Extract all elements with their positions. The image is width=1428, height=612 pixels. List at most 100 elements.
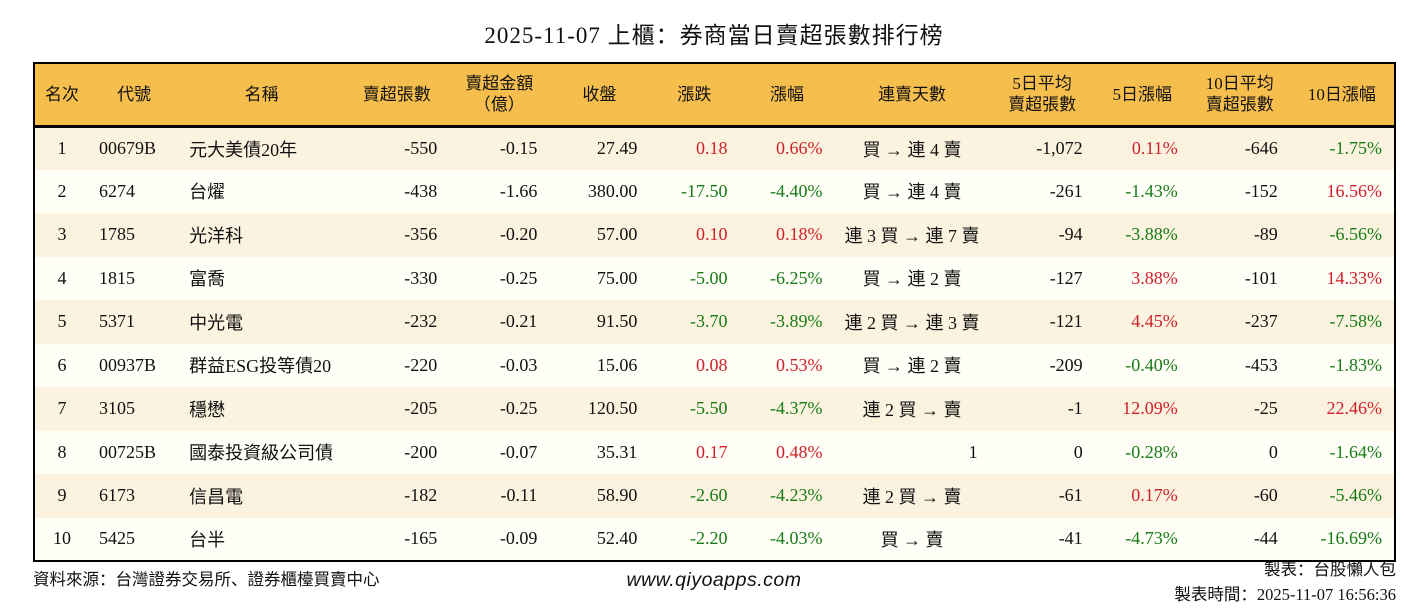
- cell-change_pct: 0.53%: [776, 354, 823, 375]
- cell-close: 58.90: [596, 485, 638, 506]
- cell-sell_volume: -220: [404, 354, 438, 375]
- cell-pct10: -1.83%: [1329, 354, 1383, 375]
- cell-name: 富喬: [189, 269, 226, 290]
- cell-sell_amount: -0.09: [499, 528, 538, 549]
- cell-sell_amount: -0.20: [499, 224, 538, 245]
- cell-sell_amount: -0.11: [500, 485, 538, 506]
- cell-name: 光洋科: [189, 225, 244, 246]
- cell-avg5_volume: -94: [1058, 224, 1083, 245]
- cell-code: 3105: [99, 398, 136, 419]
- cell-rank: 7: [57, 398, 67, 419]
- cell-rank: 4: [57, 267, 67, 288]
- cell-change: 0.18: [695, 138, 728, 158]
- cell-avg5_volume: -127: [1049, 267, 1083, 288]
- cell-streak: 連 2 買 → 賣: [862, 486, 962, 507]
- cell-avg10_volume: -646: [1244, 138, 1278, 158]
- cell-sell_volume: -438: [404, 180, 438, 201]
- cell-avg5_volume: -41: [1058, 528, 1083, 549]
- cell-pct10: -1.64%: [1329, 441, 1383, 462]
- cell-name: 穩懋: [189, 399, 226, 420]
- cell-change: 0.10: [695, 224, 728, 245]
- cell-sell_volume: -330: [404, 267, 438, 288]
- cell-change: 0.17: [695, 441, 728, 462]
- cell-close: 91.50: [596, 311, 638, 332]
- cell-pct5: 3.88%: [1131, 267, 1178, 288]
- website-watermark: www.qiyoapps.com: [626, 569, 802, 591]
- cell-code: 1785: [99, 224, 136, 245]
- cell-sell_volume: -550: [404, 138, 438, 158]
- cell-sell_volume: -165: [404, 528, 438, 549]
- cell-streak: 買 → 連 4 賣: [862, 139, 962, 160]
- cell-sell_amount: -0.07: [499, 441, 538, 462]
- cell-avg5_volume: 0: [1073, 441, 1083, 462]
- cell-pct5: -0.40%: [1125, 354, 1178, 375]
- cell-streak: 買 → 連 2 賣: [862, 356, 962, 377]
- cell-name: 元大美債20年: [189, 139, 298, 160]
- cell-rank: 9: [57, 485, 67, 506]
- cell-name: 台燿: [189, 182, 226, 203]
- cell-close: 15.06: [596, 354, 638, 375]
- cell-pct10: 22.46%: [1326, 398, 1383, 419]
- cell-pct10: -5.46%: [1329, 485, 1383, 506]
- report-author: 製表：台股懶人包: [1264, 560, 1396, 579]
- cell-avg5_volume: -261: [1049, 180, 1083, 201]
- cell-avg5_volume: -1: [1067, 398, 1083, 419]
- column-header-rank: 名次: [34, 63, 90, 128]
- cell-pct10: -6.56%: [1329, 224, 1383, 245]
- cell-name: 信昌電: [189, 486, 244, 507]
- table-row: 6 00937B 群益ESG投等債20 -220 -0.03 15.06 0.08 0.53%…: [34, 343, 1395, 387]
- cell-streak: 買 → 連 2 賣: [862, 269, 962, 290]
- cell-pct10: -16.69%: [1320, 528, 1383, 549]
- cell-pct10: 14.33%: [1326, 267, 1383, 288]
- cell-pct10: -1.75%: [1329, 138, 1383, 158]
- cell-sell_amount: -0.03: [499, 354, 538, 375]
- table-row: 9 6173 信昌電 -182 -0.11 58.90 -2.60 -4.23% 連 2 買 →…: [34, 474, 1395, 518]
- cell-close: 57.00: [596, 224, 638, 245]
- column-header-avg10_volume: 10日平均 賣超張數: [1189, 63, 1290, 128]
- cell-rank: 3: [57, 224, 67, 245]
- cell-change: -5.50: [689, 398, 728, 419]
- cell-code: 6173: [99, 485, 136, 506]
- cell-avg10_volume: -101: [1244, 267, 1278, 288]
- cell-change: -5.00: [689, 267, 728, 288]
- column-header-sell_amount: 賣超金額 （億）: [449, 63, 550, 128]
- cell-sell_volume: -182: [404, 485, 438, 506]
- cell-streak: 連 2 買 → 賣: [862, 399, 962, 420]
- cell-sell_volume: -232: [404, 311, 438, 332]
- table-row: 10 5425 台半 -165 -0.09 52.40 -2.20 -4.03% 買 → 賣 -4…: [34, 517, 1395, 561]
- cell-change_pct: 0.66%: [776, 138, 823, 158]
- cell-close: 35.31: [596, 441, 638, 462]
- cell-pct5: -4.73%: [1125, 528, 1178, 549]
- table-row: 3 1785 光洋科 -356 -0.20 57.00 0.10 0.18% 連 3 買 → 連…: [34, 213, 1395, 257]
- report-credits: 製表：台股懶人包 製表時間：2025-11-07 16:56:36: [1174, 558, 1396, 608]
- table-header: 名次 代號 名稱 賣超張數 賣超金額 （億） 收盤 漲跌 漲幅 連賣天數 5日平均 賣超張數 5日漲幅 1…: [34, 63, 1395, 128]
- cell-change_pct: 0.18%: [776, 224, 823, 245]
- cell-sell_volume: -205: [404, 398, 438, 419]
- cell-sell_amount: -0.25: [499, 267, 538, 288]
- cell-close: 27.49: [596, 138, 638, 158]
- cell-sell_amount: -0.21: [499, 311, 538, 332]
- table-body: 1 00679B 元大美債20年 -550 -0.15 27.49 0.18 0.66% 買 →…: [34, 126, 1395, 561]
- cell-code: 1815: [99, 267, 136, 288]
- cell-avg5_volume: -61: [1058, 485, 1083, 506]
- cell-close: 120.50: [587, 398, 638, 419]
- cell-streak: 連 3 買 → 連 7 賣: [844, 225, 980, 246]
- cell-change_pct: -4.23%: [770, 485, 823, 506]
- cell-close: 52.40: [596, 528, 638, 549]
- cell-rank: 10: [53, 528, 72, 549]
- column-header-avg5_volume: 5日平均 賣超張數: [989, 63, 1095, 128]
- column-header-name: 名稱: [179, 63, 345, 128]
- cell-sell_amount: -0.15: [499, 138, 538, 158]
- cell-pct5: -1.43%: [1125, 180, 1178, 201]
- cell-pct10: 16.56%: [1326, 180, 1383, 201]
- report-timestamp: 製表時間：2025-11-07 16:56:36: [1174, 584, 1396, 604]
- cell-avg10_volume: -25: [1253, 398, 1278, 419]
- cell-streak: 連 2 買 → 連 3 賣: [844, 312, 980, 333]
- cell-streak: 買 → 連 4 賣: [862, 182, 962, 203]
- cell-pct10: -7.58%: [1329, 311, 1383, 332]
- cell-pct5: 0.11%: [1131, 138, 1178, 158]
- cell-name: 國泰投資級公司債: [189, 443, 334, 464]
- column-header-code: 代號: [89, 63, 180, 128]
- cell-avg10_volume: -152: [1244, 180, 1278, 201]
- column-header-pct5: 5日漲幅: [1094, 63, 1190, 128]
